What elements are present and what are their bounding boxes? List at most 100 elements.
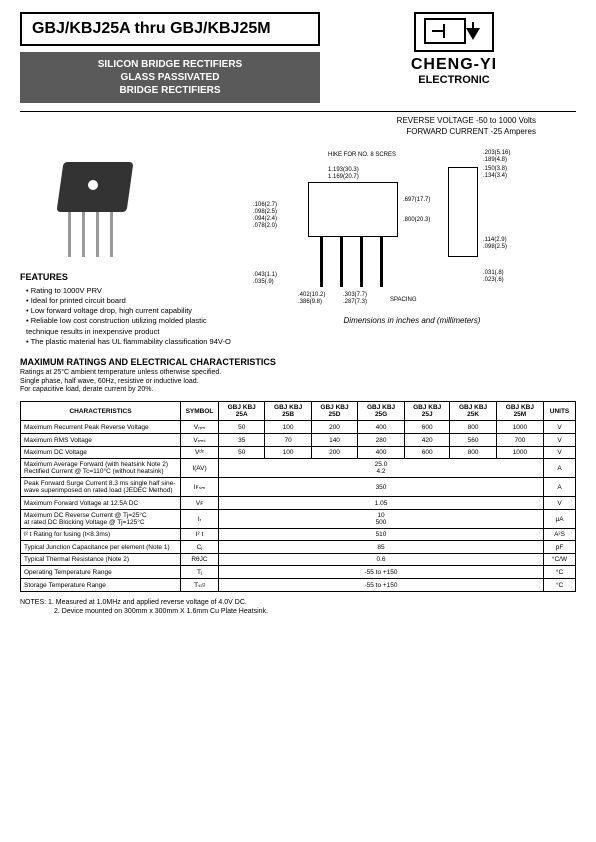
cell-value: 400	[358, 421, 405, 434]
note-1: NOTES: 1. Measured at 1.0MHz and applied…	[20, 598, 576, 607]
cell-char: Maximum RMS Voltage	[21, 434, 181, 447]
feature-item: Reliable low cost construction utilizing…	[26, 316, 240, 336]
dim-label: .189(4.8)	[483, 157, 507, 163]
cell-value-span: 85	[219, 541, 544, 554]
brand-sub: ELECTRONIC	[332, 74, 576, 86]
col-symbol: SYMBOL	[181, 402, 219, 421]
cell-char: Maximum DC Reverse Current @ Tj=25°C at …	[21, 510, 181, 529]
cell-value: 140	[311, 434, 357, 447]
cell-symbol: Vꜰ	[181, 497, 219, 510]
feature-item: Rating to 1000V PRV	[26, 286, 240, 296]
dim-label: .386(9.8)	[298, 299, 322, 305]
dim-label: .303(7.7)	[343, 292, 367, 298]
cell-char: Operating Temperature Range	[21, 566, 181, 579]
table-row: Peak Forward Surge Current 8.3 ms single…	[21, 478, 576, 497]
cell-value: 700	[496, 434, 543, 447]
cell-value: 560	[450, 434, 496, 447]
dim-label: .035(.9)	[253, 279, 274, 285]
cell-unit: V	[544, 421, 576, 434]
cell-unit: µA	[544, 510, 576, 529]
features-list: Rating to 1000V PRV Ideal for printed ci…	[20, 286, 240, 347]
cell-value-span: 510	[219, 529, 544, 541]
divider	[20, 111, 576, 112]
cell-value-span: 0.6	[219, 554, 544, 566]
cell-symbol: Vᵣₘₛ	[181, 434, 219, 447]
cell-char: Maximum DC Voltage	[21, 447, 181, 459]
right-column: HIKE FOR NO. 8 SCRES 1.193(30.3) 1.169(2…	[248, 142, 576, 347]
cell-value: 200	[311, 421, 357, 434]
cell-char: Storage Temperature Range	[21, 579, 181, 592]
subtitle-l3: BRIDGE RECTIFIERS	[24, 84, 316, 97]
cell-symbol: I(AV)	[181, 459, 219, 478]
cell-unit: V	[544, 497, 576, 510]
cell-value: 100	[265, 421, 311, 434]
dim-label: 1.193(30.3)	[328, 167, 359, 173]
col-variant: GBJ KBJ 25A	[219, 402, 265, 421]
note-2: 2. Device mounted on 300mm x 300mm X 1.6…	[20, 607, 576, 616]
cell-symbol: Vᵈᶜ	[181, 447, 219, 459]
cell-unit: V	[544, 447, 576, 459]
cell-value: 1000	[496, 421, 543, 434]
features-heading: FEATURES	[20, 272, 240, 282]
col-variant: GBJ KBJ 25B	[265, 402, 311, 421]
dim-label: 1.169(20.7)	[328, 174, 359, 180]
dim-label: .697(17.7)	[403, 197, 430, 203]
dimension-drawing: HIKE FOR NO. 8 SCRES 1.193(30.3) 1.169(2…	[248, 142, 508, 312]
dim-label: SPACING	[390, 297, 417, 303]
cell-char: Typical Thermal Resistance (Note 2)	[21, 554, 181, 566]
mid-row: FEATURES Rating to 1000V PRV Ideal for p…	[20, 142, 576, 347]
col-variant: GBJ KBJ 25M	[496, 402, 543, 421]
cell-value: 35	[219, 434, 265, 447]
cell-symbol: Iᵣ	[181, 510, 219, 529]
table-row: Maximum Forward Voltage at 12.5A DCVꜰ1.0…	[21, 497, 576, 510]
brand-logo-icon	[414, 12, 494, 52]
cell-symbol: Vᵣᵣₘ	[181, 421, 219, 434]
cell-char: Typical Junction Capacitance per element…	[21, 541, 181, 554]
ratings-sub-3: For capacitive load, derate current by 2…	[20, 386, 153, 393]
spec-line-1: REVERSE VOLTAGE -50 to 1000 Volts	[20, 116, 576, 125]
dim-label: .043(1.1)	[253, 272, 277, 278]
table-header-row: CHARACTERISTICS SYMBOL GBJ KBJ 25A GBJ K…	[21, 402, 576, 421]
subtitle-l1: SILICON BRIDGE RECTIFIERS	[24, 58, 316, 71]
feature-item: Ideal for printed circuit board	[26, 296, 240, 306]
cell-value-span: 1.05	[219, 497, 544, 510]
ratings-sub-2: Single phase, half wave, 60Hz, resistive…	[20, 378, 199, 385]
cell-char: Peak Forward Surge Current 8.3 ms single…	[21, 478, 181, 497]
cell-value-span: 350	[219, 478, 544, 497]
dim-label: .800(20.3)	[403, 217, 430, 223]
cell-symbol: Iꜰₛₘ	[181, 478, 219, 497]
table-row: Storage Temperature RangeTₛₜᵍ-55 to +150…	[21, 579, 576, 592]
cell-char: Maximum Average Forward (with heatsink N…	[21, 459, 181, 478]
cell-value: 1000	[496, 447, 543, 459]
cell-char: Maximum Forward Voltage at 12.5A DC	[21, 497, 181, 510]
cell-symbol: Tⱼ	[181, 566, 219, 579]
cell-unit: °C	[544, 579, 576, 592]
component-image	[40, 152, 170, 262]
dim-label: HIKE FOR NO. 8 SCRES	[328, 152, 396, 158]
cell-unit: A	[544, 459, 576, 478]
dim-label: .106(2.7)	[253, 202, 277, 208]
table-row: Maximum DC VoltageVᵈᶜ5010020040060080010…	[21, 447, 576, 459]
cell-symbol: RθJC	[181, 554, 219, 566]
table-row: Maximum RMS VoltageVᵣₘₛ35701402804205607…	[21, 434, 576, 447]
cell-char: I² t Rating for fusing (t<8.3ms)	[21, 529, 181, 541]
cell-value: 800	[450, 447, 496, 459]
cell-unit: °C	[544, 566, 576, 579]
cell-value-span: -55 to +150	[219, 566, 544, 579]
spec-table: CHARACTERISTICS SYMBOL GBJ KBJ 25A GBJ K…	[20, 401, 576, 592]
cell-unit: A²S	[544, 529, 576, 541]
dim-label: .094(2.4)	[253, 216, 277, 222]
cell-symbol: I² t	[181, 529, 219, 541]
cell-value: 800	[450, 421, 496, 434]
col-variant: GBJ KBJ 25J	[404, 402, 449, 421]
col-characteristics: CHARACTERISTICS	[21, 402, 181, 421]
dim-label: .287(7.3)	[343, 299, 367, 305]
ratings-sub-1: Ratings at 25°C ambient temperature unle…	[20, 369, 221, 376]
cell-value: 70	[265, 434, 311, 447]
title-block: GBJ/KBJ25A thru GBJ/KBJ25M SILICON BRIDG…	[20, 12, 320, 103]
col-variant: GBJ KBJ 25G	[358, 402, 405, 421]
table-row: Typical Junction Capacitance per element…	[21, 541, 576, 554]
cell-value-span: -55 to +150	[219, 579, 544, 592]
cell-unit: pF	[544, 541, 576, 554]
ratings-heading: MAXIMUM RATINGS AND ELECTRICAL CHARACTER…	[20, 357, 576, 367]
